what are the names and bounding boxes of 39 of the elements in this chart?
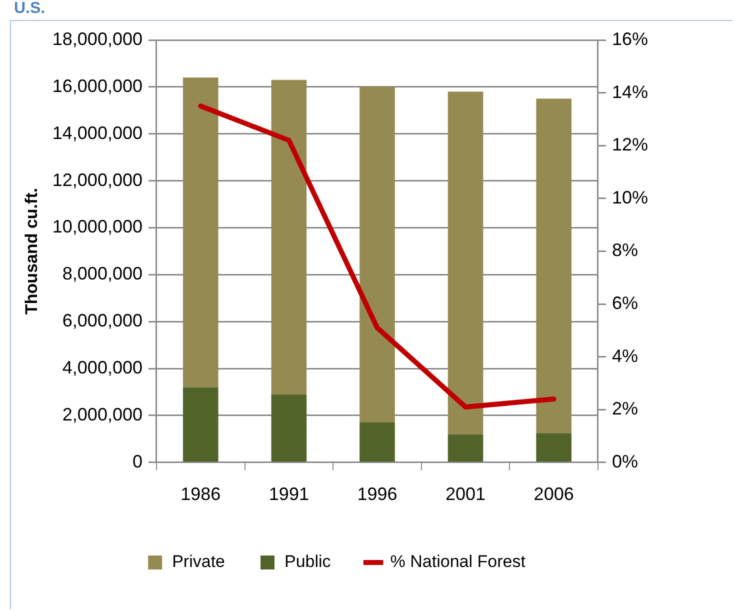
y-tick-label: 10,000,000 [52,216,142,237]
legend-label: % National Forest [390,552,526,572]
y2-tick-label: 16% [612,28,648,49]
y2-tick-label: 4% [612,346,638,366]
bar [536,433,572,462]
y-tick-label: 14,000,000 [52,122,142,143]
y2-tick-label: 12% [612,134,648,155]
bar [360,86,395,423]
y2-tick-label: 14% [612,82,648,102]
y-tick-label: 2,000,000 [62,404,142,424]
y2-tick-label: 2% [612,398,638,419]
y-tick-label: 4,000,000 [62,358,142,378]
y-tick-label: 16,000,000 [52,76,142,96]
bar [536,98,572,434]
bar [182,387,218,462]
y-tick-label: 8,000,000 [62,264,142,284]
legend-label: Private [172,552,226,572]
y2-tick-label: 8% [612,240,638,260]
x-tick-label: 1991 [268,484,309,504]
y2-tick-label: 10% [612,187,648,208]
legend-label: Public [284,552,332,572]
chart-title: U.S. [14,0,46,18]
y-axis-title: Thousand cu.ft. [22,188,41,314]
y2-tick-label: 0% [612,451,638,472]
y-tick-label: 18,000,000 [52,28,142,49]
bar [448,92,484,434]
bar [448,434,484,462]
y-tick-label: 6,000,000 [62,310,142,331]
x-tick-label: 1996 [357,484,398,504]
bar [271,80,307,394]
x-tick-label: 1986 [180,484,221,504]
x-tick-label: 2006 [534,484,574,504]
y-tick-label: 0 [132,451,142,472]
x-tick-label: 2001 [446,484,486,504]
y-tick-label: 12,000,000 [52,170,142,190]
bar [271,394,307,462]
bar [182,78,218,388]
bar [360,422,395,462]
y2-tick-label: 6% [612,292,638,313]
